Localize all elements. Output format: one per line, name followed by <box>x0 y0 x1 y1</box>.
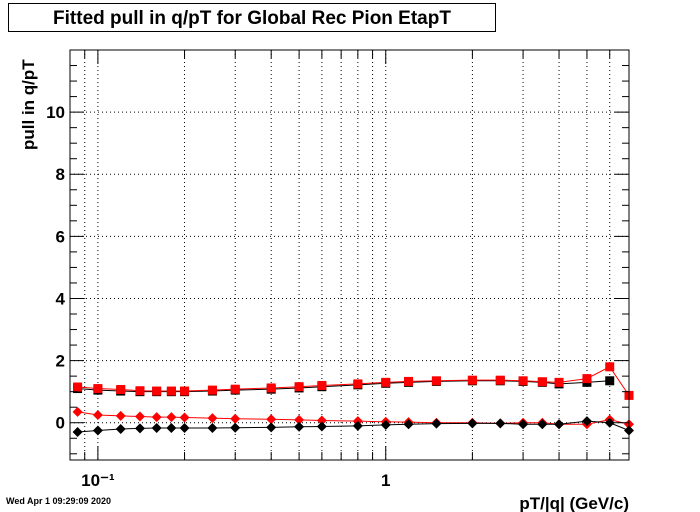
footer-timestamp: Wed Apr 1 09:29:09 2020 <box>6 496 112 506</box>
x-tick-label: 1 <box>381 471 390 490</box>
data-point <box>467 418 478 429</box>
data-point <box>582 374 592 384</box>
series-3 <box>72 416 634 438</box>
data-point <box>73 382 83 392</box>
data-point <box>230 413 241 424</box>
plot-frame <box>69 49 630 461</box>
data-point <box>294 421 305 432</box>
data-point <box>116 384 126 394</box>
y-tick-label: 8 <box>56 165 65 184</box>
data-point <box>605 362 615 372</box>
series-layer <box>72 362 634 438</box>
data-point <box>404 376 414 386</box>
data-point <box>380 419 391 430</box>
data-point <box>180 386 190 396</box>
data-point <box>207 413 218 424</box>
data-point <box>554 419 565 430</box>
data-point <box>72 406 83 417</box>
data-point <box>537 377 547 387</box>
data-point <box>152 386 162 396</box>
chart-title: Fitted pull in q/pT for Global Rec Pion … <box>53 8 451 29</box>
tick-labels: 0 2 4 6 8 10 10⁻¹ 1 <box>46 103 390 490</box>
data-point <box>294 414 305 425</box>
y-tick-label: 6 <box>56 227 65 246</box>
data-point <box>134 423 145 434</box>
data-point <box>166 412 177 423</box>
data-point <box>207 423 218 434</box>
data-point <box>115 423 126 434</box>
x-tick-label: 10⁻¹ <box>81 471 115 490</box>
ticks <box>69 50 630 460</box>
data-point <box>495 418 506 429</box>
data-point <box>266 414 277 425</box>
data-point <box>554 377 564 387</box>
data-point <box>115 410 126 421</box>
data-point <box>467 375 477 385</box>
data-point <box>604 417 615 428</box>
data-point <box>134 411 145 422</box>
data-point <box>581 416 592 427</box>
data-point <box>316 415 327 426</box>
data-point <box>179 412 190 423</box>
data-point <box>605 376 615 386</box>
data-point <box>431 418 442 429</box>
series-1 <box>73 362 634 400</box>
data-point <box>294 382 304 392</box>
chart-title-box: Fitted pull in q/pT for Global Rec Pion … <box>8 3 496 32</box>
data-point <box>92 425 103 436</box>
data-point <box>72 427 83 438</box>
data-point <box>518 419 529 430</box>
y-tick-label: 4 <box>56 289 66 308</box>
data-point <box>353 379 363 389</box>
y-axis-label: pull in q/pT <box>19 59 38 150</box>
data-point <box>431 376 441 386</box>
data-point <box>179 423 190 434</box>
data-point <box>495 375 505 385</box>
data-point <box>316 421 327 432</box>
x-axis-label: pT/|q| (GeV/c) <box>519 494 629 512</box>
data-point <box>230 384 240 394</box>
data-point <box>166 386 176 396</box>
y-tick-label: 0 <box>56 414 65 433</box>
data-point <box>381 377 391 387</box>
data-point <box>166 423 177 434</box>
data-point <box>93 384 103 394</box>
data-point <box>403 419 414 430</box>
grid <box>69 50 630 460</box>
data-point <box>92 409 103 420</box>
data-point <box>230 422 241 433</box>
y-tick-label: 2 <box>56 352 65 371</box>
data-point <box>518 376 528 386</box>
data-point <box>317 380 327 390</box>
data-point <box>266 383 276 393</box>
y-tick-label: 10 <box>46 103 65 122</box>
data-point <box>151 412 162 423</box>
data-point <box>352 420 363 431</box>
data-point <box>151 423 162 434</box>
data-point <box>266 422 277 433</box>
data-point <box>135 386 145 396</box>
data-point <box>537 419 548 430</box>
data-point <box>207 385 217 395</box>
